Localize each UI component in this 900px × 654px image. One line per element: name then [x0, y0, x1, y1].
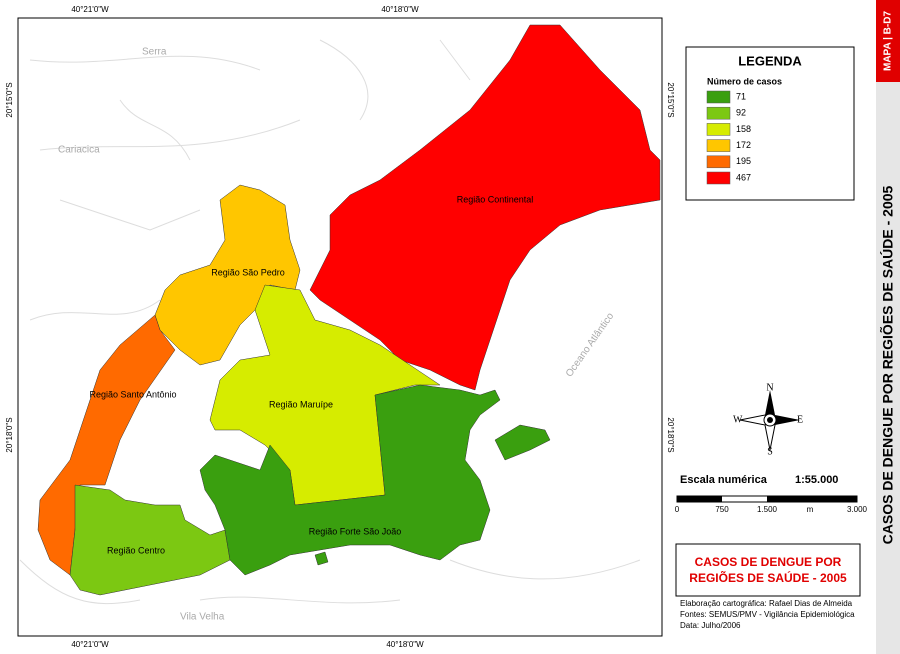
title-line: CASOS DE DENGUE POR [695, 555, 842, 569]
background-roads [19, 39, 641, 605]
compass-w: W [733, 414, 743, 425]
island [494, 424, 551, 461]
side-title: CASOS DE DENGUE POR REGIÕES DE SAÚDE - 2… [879, 185, 896, 544]
regions [37, 24, 661, 596]
scale-ratio: 1:55.000 [795, 474, 838, 486]
credit: Fontes: SEMUS/PMV - Vigilância Epidemiol… [680, 610, 855, 619]
scale-tick: 3.000 [847, 505, 868, 514]
legend-swatch [706, 139, 731, 152]
region-label: Região Continental [457, 194, 534, 204]
region-label: Região Centro [107, 545, 165, 555]
region-label: Região São Pedro [211, 267, 285, 277]
legend-swatch [706, 155, 731, 169]
coord-label: 20°15'0"S [5, 82, 14, 117]
place-label: Vila Velha [180, 612, 225, 623]
legend-title: LEGENDA [738, 53, 802, 68]
side-strip [876, 0, 900, 654]
scale-tick: 0 [675, 505, 680, 514]
legend-label: 71 [736, 91, 746, 101]
legend-swatch [706, 90, 731, 104]
scale-unit: m [807, 505, 814, 514]
region [199, 384, 501, 576]
credit: Data: Julho/2006 [680, 621, 741, 630]
legend-label: 467 [736, 172, 751, 182]
compass-s: S [767, 446, 773, 457]
legend-swatch [706, 123, 731, 136]
legend-label: 195 [736, 156, 751, 166]
scale-bar [676, 495, 858, 503]
region [154, 184, 301, 366]
compass-n: N [766, 382, 773, 393]
coord-label: 40°21'0"W [71, 640, 109, 649]
title-box [675, 543, 861, 597]
region-label: Região Santo Antônio [89, 389, 176, 399]
coord-label: 40°18'0"W [381, 5, 419, 14]
legend-label: 92 [736, 108, 746, 118]
legend-swatch [706, 171, 731, 185]
scale-label: Escala numérica [680, 474, 768, 486]
legend-subtitle: Número de casos [707, 76, 782, 86]
coord-label: 40°21'0"W [71, 5, 109, 14]
coord-label: 40°18'0"W [386, 640, 424, 649]
compass-e: E [797, 414, 803, 425]
legend-items: 71 92 158 172 195 467 [706, 90, 751, 185]
coord-label: 20°18'0"S [5, 417, 14, 452]
coord-label: 20°15'0"S [666, 82, 675, 117]
side-code: MAPA | B-D7 [883, 11, 894, 71]
place-label: Cariacica [58, 145, 100, 156]
region [309, 24, 661, 391]
legend-swatch [706, 106, 731, 120]
region-label: Região Maruípe [269, 399, 333, 409]
island [314, 551, 329, 566]
region-label: Região Forte São João [309, 526, 402, 536]
place-label: Serra [142, 47, 167, 58]
coord-label: 20°18'0"S [666, 417, 675, 452]
credit: Elaboração cartográfica: Rafael Dias de … [680, 599, 853, 608]
side-code-bg [876, 0, 900, 82]
legend-label: 172 [736, 140, 751, 150]
legend-label: 158 [736, 124, 751, 134]
scale-tick: 750 [715, 505, 729, 514]
scale-tick: 1.500 [757, 505, 778, 514]
title-line: REGIÕES DE SAÚDE - 2005 [689, 570, 847, 585]
north-arrow: N S E W [733, 382, 803, 457]
